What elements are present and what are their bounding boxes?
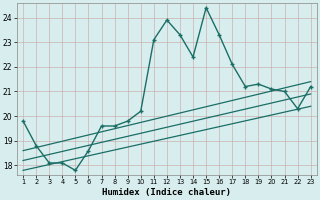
X-axis label: Humidex (Indice chaleur): Humidex (Indice chaleur) xyxy=(102,188,231,197)
